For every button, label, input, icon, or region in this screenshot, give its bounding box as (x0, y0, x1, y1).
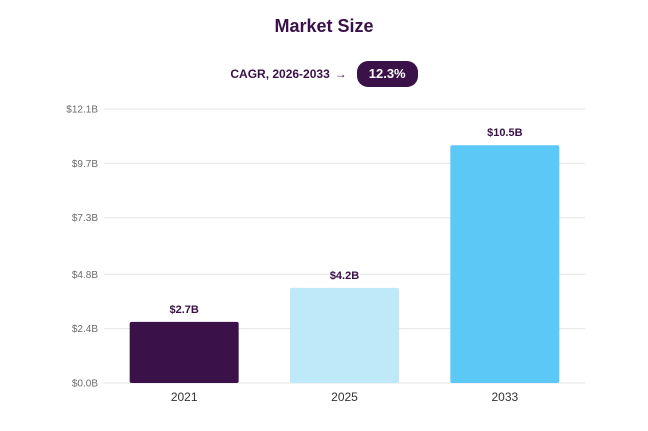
y-tick-label: $9.7B (72, 159, 98, 170)
data-label: $2.7B (169, 304, 198, 316)
cagr-label: CAGR, 2026-2033 (230, 67, 330, 81)
y-tick-label: $12.1B (66, 105, 98, 116)
cagr-value-badge: 12.3% (356, 61, 418, 87)
x-tick-label: 2025 (331, 390, 358, 404)
arrow-right-icon: → (334, 67, 347, 81)
data-label: $10.5B (487, 127, 523, 139)
x-tick-label: 2021 (171, 390, 198, 404)
y-tick-label: $0.0B (72, 379, 98, 390)
y-tick-label: $2.4B (72, 324, 98, 335)
bar (129, 321, 239, 383)
y-tick-label: $7.3B (72, 213, 98, 224)
y-tick-label: $4.8B (72, 270, 98, 281)
x-tick-label: 2033 (491, 390, 518, 404)
data-label: $4.2B (330, 270, 359, 282)
cagr-row: CAGR, 2026-2033 → 12.3% (0, 61, 648, 87)
chart-title: Market Size (274, 16, 374, 36)
bar (450, 145, 560, 383)
bar (290, 287, 399, 383)
